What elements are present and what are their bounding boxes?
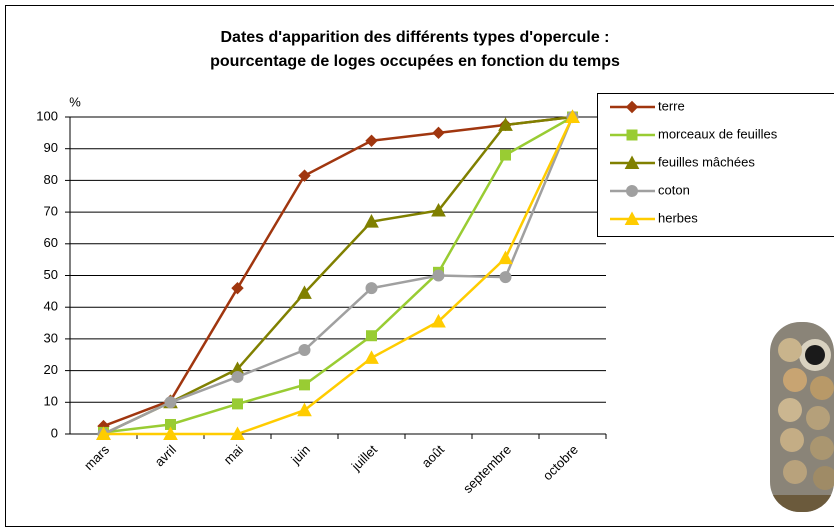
legend-label: terre — [658, 98, 685, 113]
marker — [232, 371, 243, 382]
y-tick-label: 60 — [44, 235, 58, 250]
marker — [366, 283, 377, 294]
legend-label: morceaux de feuilles — [658, 126, 778, 141]
y-tick-label: 10 — [44, 394, 58, 409]
chart: Dates d'apparition des différents types … — [0, 0, 834, 532]
marker — [433, 270, 444, 281]
y-tick-label: 20 — [44, 362, 58, 377]
chart-title: Dates d'apparition des différents types … — [220, 29, 609, 46]
y-axis-label: % — [69, 94, 81, 109]
y-tick-label: 90 — [44, 140, 58, 155]
marker — [501, 150, 511, 160]
legend-label: coton — [658, 182, 690, 197]
photo — [770, 322, 834, 515]
marker — [627, 130, 637, 140]
marker — [500, 272, 511, 283]
legend-label: herbes — [658, 210, 698, 225]
legend-label: feuilles mâchées — [658, 154, 755, 169]
y-tick-label: 70 — [44, 204, 58, 219]
marker — [299, 344, 310, 355]
y-tick-label: 30 — [44, 330, 58, 345]
marker — [233, 399, 243, 409]
chart-border — [6, 6, 834, 527]
y-tick-label: 50 — [44, 267, 58, 282]
page: {"chart_data": {"type": "line", "title":… — [0, 0, 834, 532]
legend: terre morceaux de feuilles feuilles mâchée… — [598, 94, 834, 237]
y-tick-label: 100 — [36, 108, 58, 123]
y-tick-label: 80 — [44, 172, 58, 187]
marker — [300, 380, 310, 390]
marker — [627, 186, 638, 197]
y-tick-label: 0 — [51, 425, 58, 440]
chart-title: pourcentage de loges occupées en fonctio… — [210, 53, 620, 70]
marker — [165, 397, 176, 408]
marker — [367, 331, 377, 341]
y-tick-label: 40 — [44, 299, 58, 314]
